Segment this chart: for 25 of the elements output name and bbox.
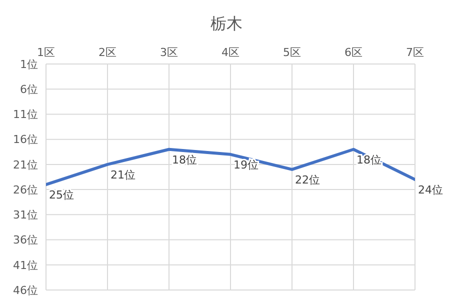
data-label: 22位 <box>295 173 320 186</box>
y-tick-label: 36位 <box>13 234 38 247</box>
y-tick-label: 31位 <box>13 208 38 222</box>
y-tick-label: 21位 <box>13 158 38 172</box>
data-label: 18位 <box>172 153 197 166</box>
data-label: 25位 <box>49 188 74 202</box>
x-tick-label: 1区 <box>37 46 55 59</box>
x-tick-label: 2区 <box>98 46 116 59</box>
x-tick-label: 5区 <box>283 46 301 59</box>
y-tick-label: 16位 <box>13 133 38 146</box>
data-label: 21位 <box>110 168 136 182</box>
y-tick-label: 41位 <box>13 258 38 272</box>
y-tick-label: 6位 <box>20 83 38 96</box>
data-label: 24位 <box>418 184 443 197</box>
y-tick-label: 11位 <box>13 108 38 122</box>
y-tick-label: 1位 <box>20 58 38 71</box>
line-series <box>46 148 415 186</box>
x-tick-label: 6区 <box>344 46 362 59</box>
y-tick-label: 46位 <box>13 284 38 297</box>
x-tick-label: 7区 <box>406 46 424 59</box>
x-tick-label: 3区 <box>160 46 178 59</box>
chart-title: 栃木 <box>210 13 244 35</box>
x-tick-label: 4区 <box>222 46 240 59</box>
data-label: 19位 <box>234 158 258 172</box>
y-tick-label: 26位 <box>13 183 38 196</box>
